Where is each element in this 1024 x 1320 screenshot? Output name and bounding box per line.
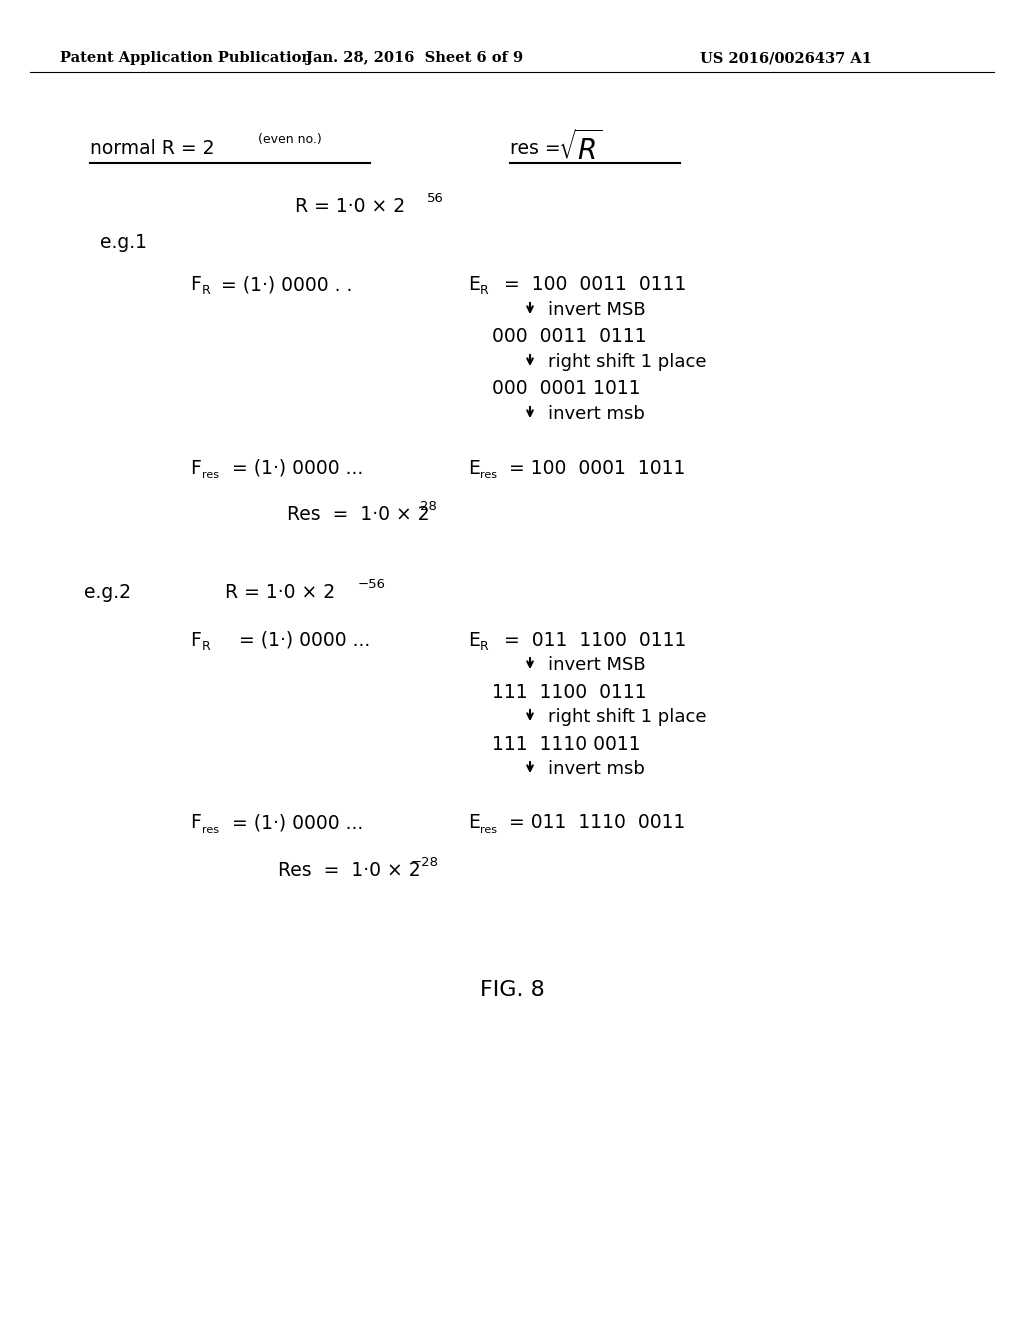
Text: F: F: [190, 276, 201, 294]
Text: R: R: [480, 640, 488, 653]
Text: R = 1·0 × 2: R = 1·0 × 2: [295, 198, 406, 216]
Text: res: res: [202, 470, 219, 480]
Text: invert msb: invert msb: [548, 760, 645, 777]
Text: E: E: [468, 631, 480, 649]
Text: −56: −56: [358, 578, 386, 590]
Text: $\sqrt{R}$: $\sqrt{R}$: [558, 131, 602, 166]
Text: =  100  0011  0111: = 100 0011 0111: [492, 276, 686, 294]
Text: F: F: [190, 813, 201, 833]
Text: res: res: [480, 825, 497, 836]
Text: right shift 1 place: right shift 1 place: [548, 352, 707, 371]
Text: E: E: [468, 276, 480, 294]
Text: 28: 28: [420, 500, 437, 513]
Text: (even no.): (even no.): [258, 133, 322, 147]
Text: invert MSB: invert MSB: [548, 656, 645, 675]
Text: R: R: [202, 285, 211, 297]
Text: E: E: [468, 458, 480, 478]
Text: R = 1·0 × 2: R = 1·0 × 2: [225, 582, 335, 602]
Text: right shift 1 place: right shift 1 place: [548, 708, 707, 726]
Text: R: R: [480, 285, 488, 297]
Text: res: res: [480, 470, 497, 480]
Text: = (1·) 0000 ...: = (1·) 0000 ...: [215, 631, 371, 649]
Text: = (1·) 0000 ...: = (1·) 0000 ...: [226, 813, 364, 833]
Text: 111  1110 0011: 111 1110 0011: [492, 734, 641, 754]
Text: −28: −28: [411, 855, 439, 869]
Text: F: F: [190, 458, 201, 478]
Text: invert msb: invert msb: [548, 405, 645, 422]
Text: R: R: [202, 640, 211, 653]
Text: res =: res =: [510, 139, 566, 157]
Text: 111  1100  0111: 111 1100 0111: [492, 682, 646, 701]
Text: e.g.1: e.g.1: [100, 234, 147, 252]
Text: = (1·) 0000 ...: = (1·) 0000 ...: [226, 458, 364, 478]
Text: F: F: [190, 631, 201, 649]
Text: invert MSB: invert MSB: [548, 301, 645, 319]
Text: Res  =  1·0 × 2: Res = 1·0 × 2: [287, 506, 430, 524]
Text: Res  =  1·0 × 2: Res = 1·0 × 2: [278, 861, 421, 879]
Text: e.g.2: e.g.2: [84, 582, 131, 602]
Text: res: res: [202, 825, 219, 836]
Text: = (1·) 0000 . .: = (1·) 0000 . .: [215, 276, 352, 294]
Text: Patent Application Publication: Patent Application Publication: [60, 51, 312, 65]
Text: = 100  0001  1011: = 100 0001 1011: [503, 458, 685, 478]
Text: =  011  1100  0111: = 011 1100 0111: [492, 631, 686, 649]
Text: US 2016/0026437 A1: US 2016/0026437 A1: [700, 51, 872, 65]
Text: FIG. 8: FIG. 8: [479, 979, 545, 1001]
Text: 000  0001 1011: 000 0001 1011: [492, 380, 641, 399]
Text: 000  0011  0111: 000 0011 0111: [492, 327, 646, 346]
Text: 56: 56: [427, 193, 443, 206]
Text: = 011  1110  0011: = 011 1110 0011: [503, 813, 685, 833]
Text: E: E: [468, 813, 480, 833]
Text: Jan. 28, 2016  Sheet 6 of 9: Jan. 28, 2016 Sheet 6 of 9: [306, 51, 523, 65]
Text: normal R = 2: normal R = 2: [90, 139, 214, 157]
